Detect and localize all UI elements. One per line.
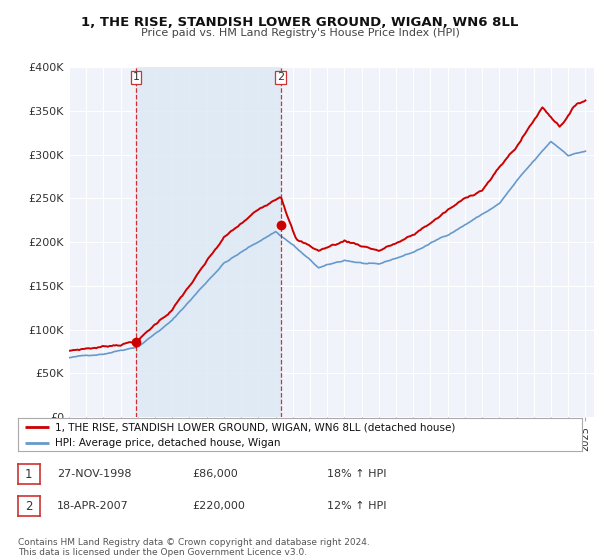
Text: HPI: Average price, detached house, Wigan: HPI: Average price, detached house, Wiga… [55, 438, 280, 447]
Text: £220,000: £220,000 [192, 501, 245, 511]
Text: 1: 1 [25, 468, 32, 481]
Text: 1: 1 [133, 72, 140, 82]
Text: 2: 2 [277, 72, 284, 82]
Text: Price paid vs. HM Land Registry's House Price Index (HPI): Price paid vs. HM Land Registry's House … [140, 28, 460, 38]
Text: 12% ↑ HPI: 12% ↑ HPI [327, 501, 386, 511]
Bar [136, 67, 281, 417]
Text: 27-NOV-1998: 27-NOV-1998 [57, 469, 131, 479]
Text: £86,000: £86,000 [192, 469, 238, 479]
Text: 1, THE RISE, STANDISH LOWER GROUND, WIGAN, WN6 8LL (detached house): 1, THE RISE, STANDISH LOWER GROUND, WIGA… [55, 422, 455, 432]
Text: 18% ↑ HPI: 18% ↑ HPI [327, 469, 386, 479]
Text: 2: 2 [25, 500, 32, 513]
Text: Contains HM Land Registry data © Crown copyright and database right 2024.
This d: Contains HM Land Registry data © Crown c… [18, 538, 370, 557]
Text: 1, THE RISE, STANDISH LOWER GROUND, WIGAN, WN6 8LL: 1, THE RISE, STANDISH LOWER GROUND, WIGA… [82, 16, 518, 29]
Text: 18-APR-2007: 18-APR-2007 [57, 501, 129, 511]
